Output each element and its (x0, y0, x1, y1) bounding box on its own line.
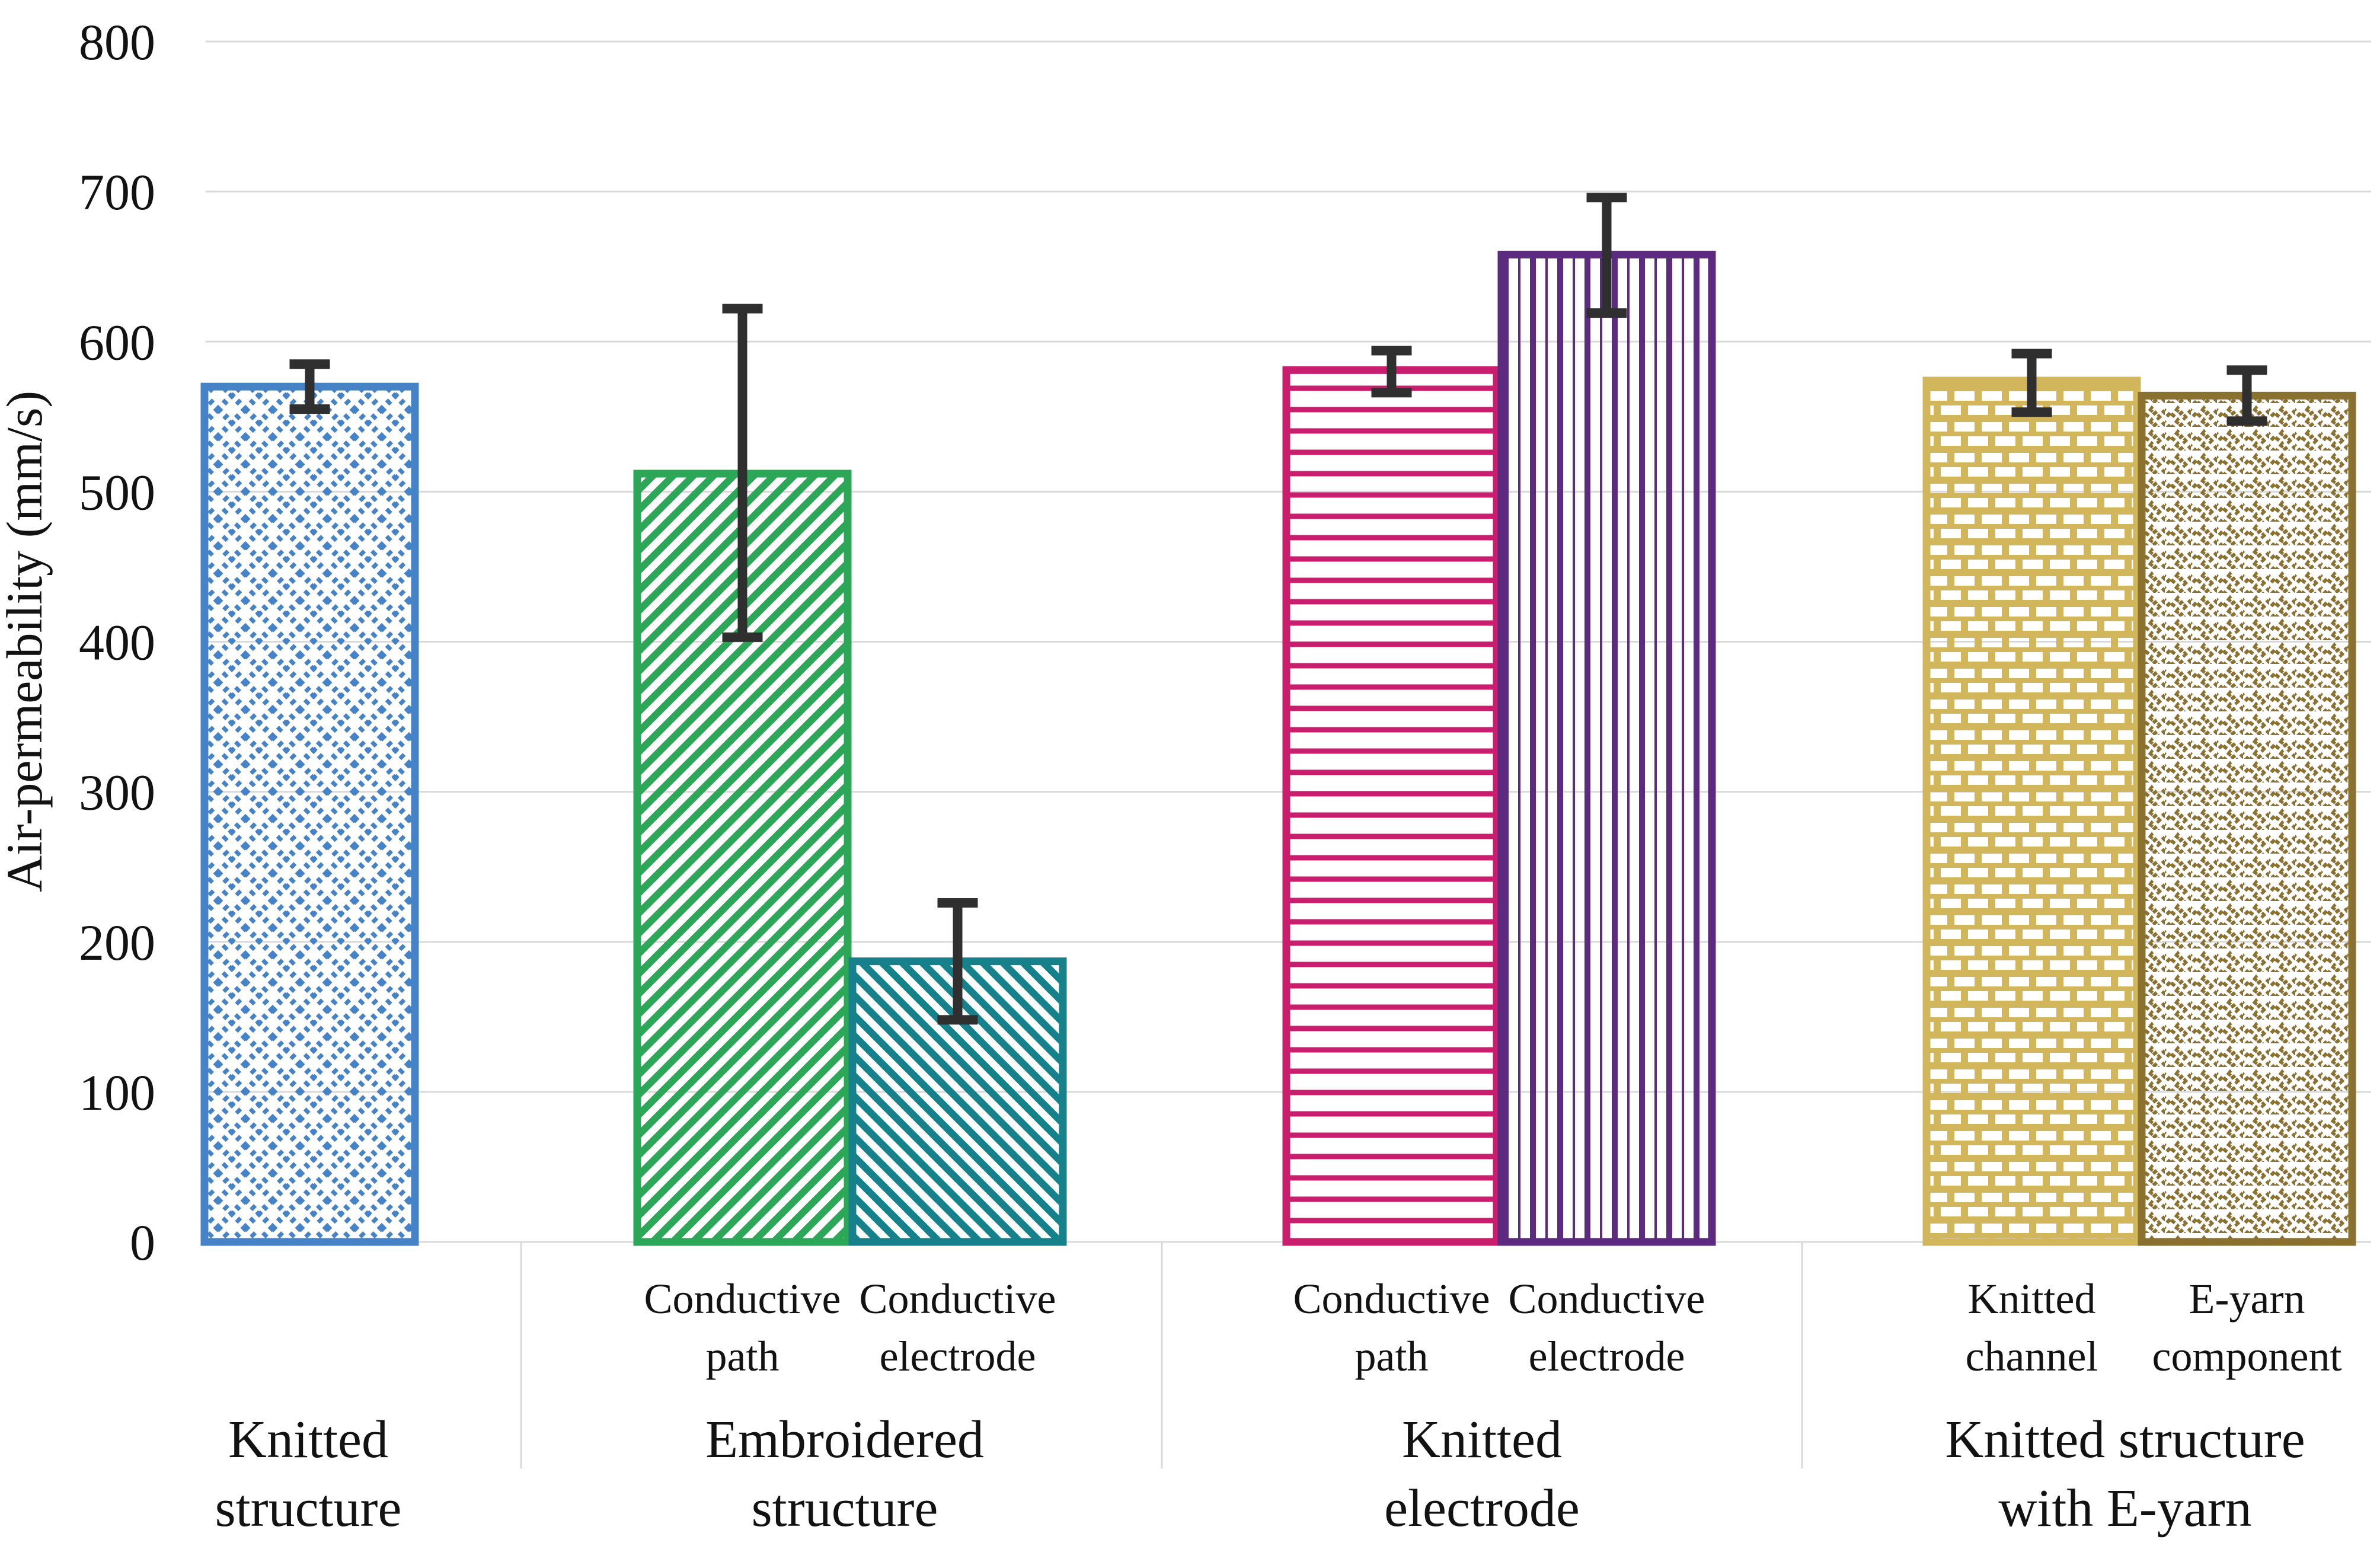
bar-knitted-structure (200, 382, 419, 1246)
error-bar (937, 898, 978, 1025)
y-axis-title: Air-permeability (mm/s) (0, 391, 53, 892)
error-bar (289, 359, 330, 414)
error-bar (2226, 365, 2267, 426)
error-bar (1371, 346, 1412, 398)
bar-sublabel: E-yarn (2189, 1275, 2305, 1323)
bar-sublabel: Conductive (644, 1275, 841, 1323)
error-bars (289, 193, 2267, 1025)
bar-conductive-electrode (1497, 250, 1716, 1246)
error-bar (2011, 349, 2052, 417)
ytick-label-300: 300 (79, 764, 155, 821)
ytick-label-100: 100 (79, 1064, 155, 1121)
bar-conductive-path (1282, 366, 1501, 1246)
ytick-label-400: 400 (79, 614, 155, 671)
ytick-label-800: 800 (79, 14, 155, 71)
y-axis-tick-labels: 0 100 200 300 400 500 600 700 800 (79, 14, 155, 1271)
ytick-label-700: 700 (79, 164, 155, 221)
bar-sublabel: path (1355, 1333, 1429, 1380)
bar-sublabel: electrode (1529, 1333, 1685, 1380)
group-label: with E-yarn (1998, 1479, 2251, 1538)
ytick-label-0: 0 (130, 1214, 155, 1271)
bar-knitted-channel (1922, 376, 2141, 1246)
group-label: Knitted (228, 1410, 388, 1469)
bar-sublabel: path (706, 1333, 780, 1380)
ytick-label-500: 500 (79, 464, 155, 520)
bar-e-yarn-component (2138, 391, 2356, 1246)
error-bar (722, 304, 763, 642)
bar-sublabel: channel (1966, 1333, 2098, 1380)
group-label: structure (215, 1479, 402, 1538)
error-bar (1586, 193, 1627, 318)
ytick-label-200: 200 (79, 914, 155, 971)
category-dividers (520, 1242, 1803, 1468)
ytick-label-600: 600 (79, 314, 155, 371)
group-label: Knitted (1402, 1410, 1562, 1469)
bar-sublabel: component (2152, 1333, 2342, 1380)
group-label: Knitted structure (1945, 1410, 2305, 1469)
group-label: electrode (1384, 1479, 1580, 1538)
bar-sublabel: Conductive (1293, 1275, 1490, 1323)
bar-sublabel: electrode (880, 1333, 1036, 1380)
x-axis-labels: Knitted structure Conductive path Conductive… (215, 1275, 2342, 1538)
bar-sublabel: Conductive (1509, 1275, 1705, 1323)
group-label: Embroidered (705, 1410, 984, 1469)
bar-sublabel: Conductive (860, 1275, 1056, 1323)
bar-sublabel: Knitted (1968, 1275, 2096, 1323)
group-label: structure (752, 1479, 938, 1538)
